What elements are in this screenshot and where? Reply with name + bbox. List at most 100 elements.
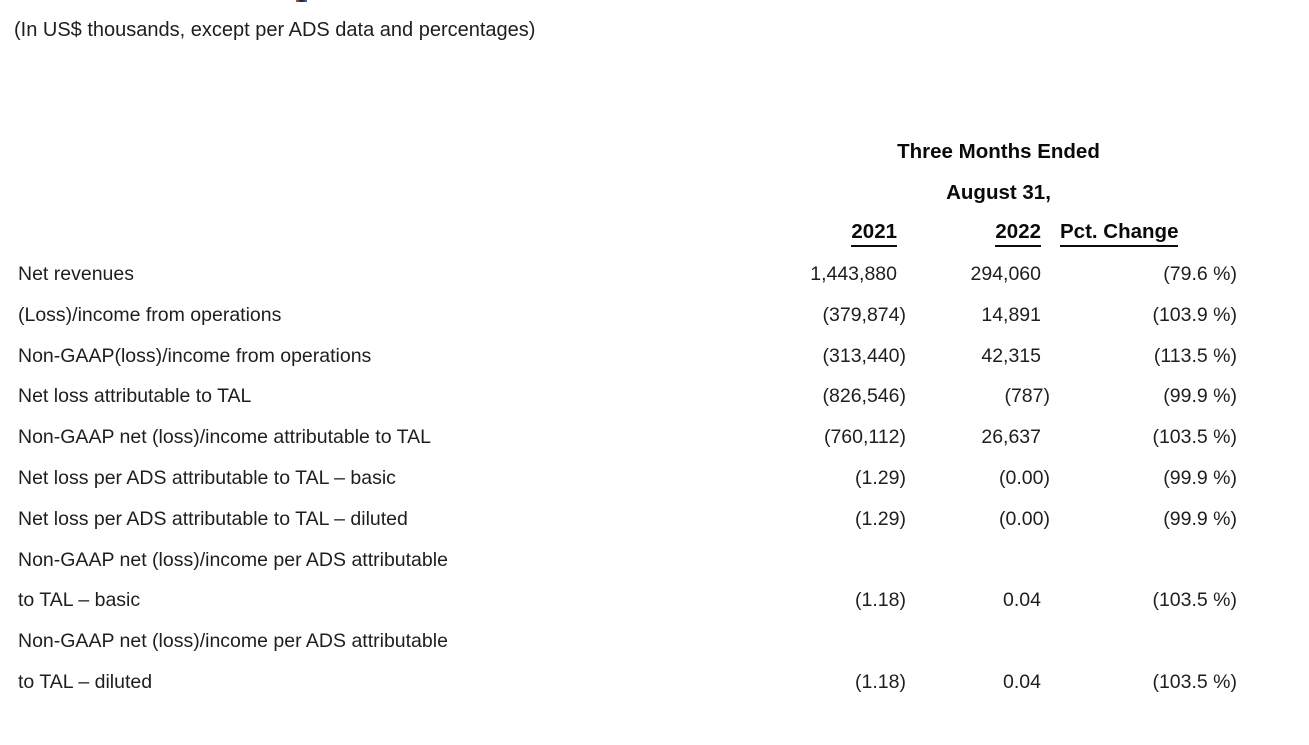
row-label: Non-GAAP(loss)/income from operations	[0, 336, 760, 377]
value-pct-change: (79.6 %)	[1050, 254, 1237, 295]
value-pct-change-text: (103.5 %)	[1152, 426, 1237, 449]
value-2021: (1.29)	[760, 458, 906, 499]
row-label-line: Non-GAAP net (loss)/income per ADS attri…	[18, 548, 448, 571]
row-label-line: Non-GAAP net (loss)/income attributable …	[18, 426, 431, 449]
column-header-pct-change: Pct. Change	[1050, 220, 1237, 250]
row-label: Non-GAAP net (loss)/income attributable …	[0, 417, 760, 458]
value-2021: (313,440)	[760, 336, 906, 377]
value-2022: 14,891	[906, 295, 1050, 336]
value-2022-text: (787)	[1004, 385, 1050, 408]
row-label-line: Non-GAAP(loss)/income from operations	[18, 344, 372, 367]
value-2021-text: (379,874)	[822, 303, 906, 326]
value-2021-text: (1.29)	[855, 507, 906, 530]
value-pct-change-text: (99.9 %)	[1163, 466, 1237, 489]
value-2021-text: (313,440)	[822, 344, 906, 367]
value-2022: (0.00)	[906, 458, 1050, 499]
value-2022: 294,060	[906, 254, 1050, 295]
value-2021-text: (760,112)	[823, 426, 906, 449]
value-pct-change-text: (113.5 %)	[1153, 344, 1237, 367]
row-label-line: Net revenues	[18, 263, 134, 285]
table-row: Non-GAAP net (loss)/income attributable …	[0, 417, 1237, 458]
value-2021: (1.29)	[760, 499, 906, 540]
row-label: Net revenues	[0, 254, 760, 295]
value-pct-change-text: (99.9 %)	[1163, 385, 1237, 408]
value-2022-text: 0.04	[1003, 670, 1041, 693]
column-header-2021: 2021	[760, 220, 906, 250]
value-pct-change-text: (103.5 %)	[1152, 670, 1237, 693]
row-label-line: Non-GAAP net (loss)/income per ADS attri…	[18, 630, 448, 653]
row-label: Net loss per ADS attributable to TAL – b…	[0, 458, 760, 499]
period-header-row: Three Months Ended	[0, 131, 1237, 173]
value-2022-text: 0.04	[1003, 589, 1041, 612]
value-2022: 26,637	[906, 417, 1050, 458]
row-label: (Loss)/income from operations	[0, 295, 760, 336]
value-pct-change: (113.5 %)	[1050, 336, 1237, 377]
value-pct-change: (99.9 %)	[1050, 376, 1237, 417]
row-label-line: Net loss per ADS attributable to TAL – b…	[18, 466, 396, 489]
table-row: Net loss per ADS attributable to TAL – b…	[0, 458, 1237, 499]
row-label-line: to TAL – diluted	[18, 670, 153, 693]
value-2022: (0.00)	[906, 499, 1050, 540]
value-pct-change-text: (103.9 %)	[1152, 303, 1237, 326]
period-header-line1: Three Months Ended	[897, 140, 1100, 163]
value-pct-change: (99.9 %)	[1050, 499, 1237, 540]
value-pct-change: (103.5 %)	[1050, 580, 1237, 621]
value-2022: 0.04	[906, 580, 1050, 621]
column-header-label: 2022	[995, 220, 1041, 247]
value-2021-text: 1,443,880	[810, 263, 897, 285]
row-label-line: Net loss attributable to TAL	[18, 385, 252, 408]
value-2021: (1.18)	[760, 662, 906, 703]
column-header-row: 2021 2022 Pct. Change	[0, 213, 1237, 250]
value-pct-change-text: (103.5 %)	[1152, 589, 1237, 612]
row-label: Non-GAAP net (loss)/income per ADS attri…	[0, 540, 760, 622]
value-2022-text: 26,637	[981, 426, 1041, 449]
row-label-line: (Loss)/income from operations	[18, 303, 282, 326]
value-pct-change: (99.9 %)	[1050, 458, 1237, 499]
value-pct-change-text: (99.9 %)	[1163, 507, 1237, 530]
value-2022-text: (0.00)	[999, 466, 1050, 489]
cropped-text-artifact	[296, 0, 307, 2]
row-label: Non-GAAP net (loss)/income per ADS attri…	[0, 621, 760, 703]
value-2021-text: (826,546)	[822, 385, 906, 408]
financial-summary-table: Three Months Ended August 31, 2021 2022 …	[0, 131, 1237, 703]
row-label: Net loss per ADS attributable to TAL – d…	[0, 499, 760, 540]
empty-header-cell	[0, 247, 760, 250]
value-2022-text: 294,060	[970, 263, 1042, 285]
table-row: (Loss)/income from operations (379,874) 14…	[0, 295, 1237, 336]
table-row: Net loss per ADS attributable to TAL – d…	[0, 499, 1237, 540]
value-pct-change: (103.9 %)	[1050, 295, 1237, 336]
value-pct-change-text: (79.6 %)	[1163, 263, 1237, 285]
table-row: Net revenues 1,443,880 294,060 (79.6 %)	[0, 254, 1237, 295]
value-2022: (787)	[906, 376, 1050, 417]
row-label-line: Net loss per ADS attributable to TAL – d…	[18, 507, 408, 530]
value-2021: (760,112)	[760, 417, 906, 458]
column-header-label: Pct. Change	[1060, 220, 1179, 247]
value-pct-change: (103.5 %)	[1050, 662, 1237, 703]
value-2021-text: (1.29)	[855, 466, 906, 489]
value-2022-text: 14,891	[981, 303, 1041, 326]
table-row: Net loss attributable to TAL (826,546) (78…	[0, 376, 1237, 417]
value-2022-text: (0.00)	[999, 507, 1050, 530]
value-2021: (1.18)	[760, 580, 906, 621]
table-units-caption: (In US$ thousands, except per ADS data a…	[14, 19, 536, 41]
table-body: Net revenues 1,443,880 294,060 (79.6 %) (Los…	[0, 254, 1237, 703]
table-row: Non-GAAP net (loss)/income per ADS attri…	[0, 540, 1237, 622]
table-row: Non-GAAP(loss)/income from operations (31…	[0, 336, 1237, 377]
value-2022: 42,315	[906, 336, 1050, 377]
period-header-line2: August 31,	[946, 181, 1051, 204]
row-label: Net loss attributable to TAL	[0, 376, 760, 417]
period-header-row: August 31,	[0, 173, 1237, 213]
value-2022: 0.04	[906, 662, 1050, 703]
column-header-label: 2021	[851, 220, 897, 247]
value-2021: (379,874)	[760, 295, 906, 336]
value-2021: 1,443,880	[760, 254, 906, 295]
value-pct-change: (103.5 %)	[1050, 417, 1237, 458]
row-label-line: to TAL – basic	[18, 589, 141, 612]
table-row: Non-GAAP net (loss)/income per ADS attri…	[0, 621, 1237, 703]
value-2021-text: (1.18)	[855, 589, 906, 612]
value-2021-text: (1.18)	[855, 670, 906, 693]
value-2021: (826,546)	[760, 376, 906, 417]
value-2022-text: 42,315	[981, 344, 1041, 367]
column-header-2022: 2022	[906, 220, 1050, 250]
